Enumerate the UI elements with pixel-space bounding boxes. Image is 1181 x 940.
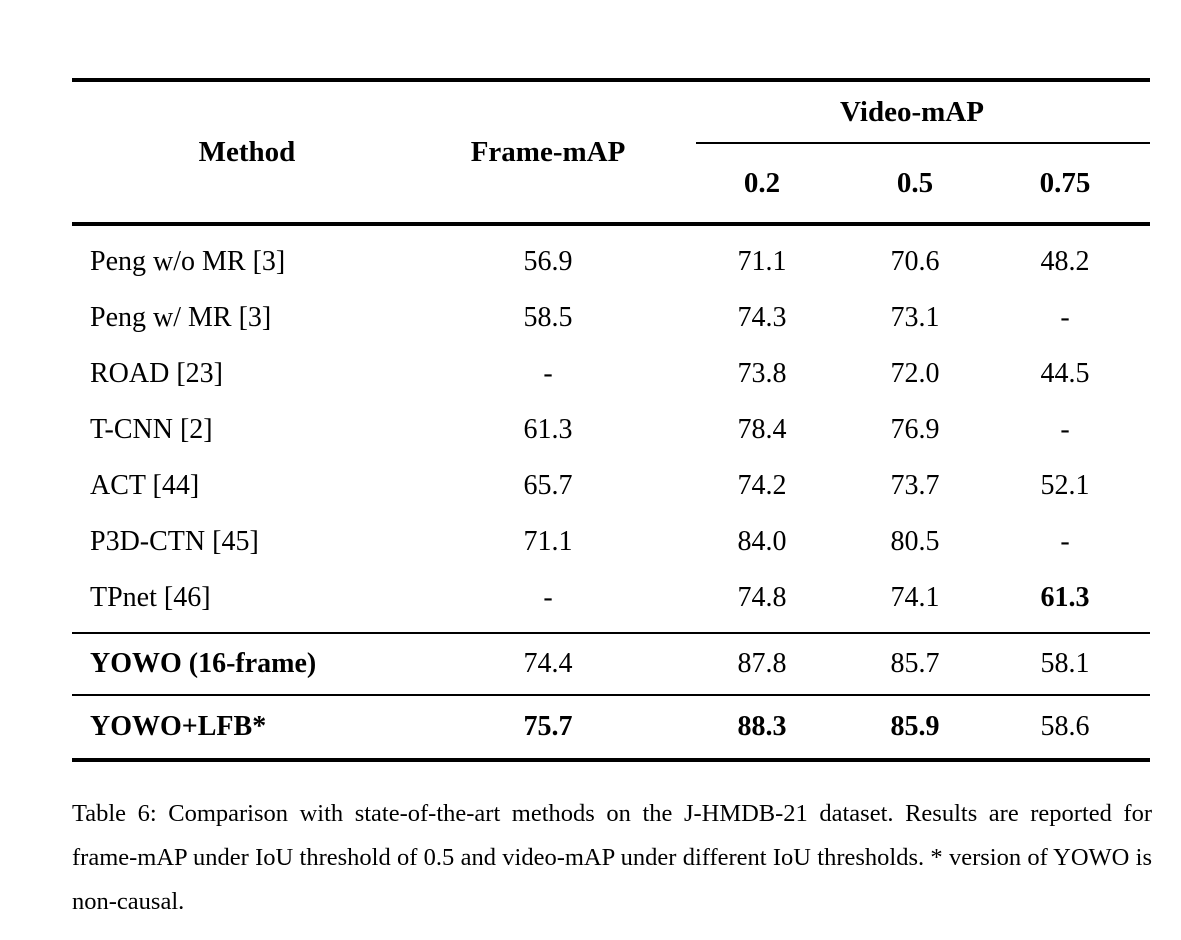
value-cell: 61.3	[523, 414, 573, 445]
group-divider-rule-2	[72, 694, 1150, 696]
value-cell: 74.1	[890, 582, 940, 613]
value-cell: 74.3	[737, 302, 787, 333]
method-cell: TPnet [46]	[90, 582, 211, 613]
value-cell: 58.6	[1040, 711, 1090, 742]
method-cell: ROAD [23]	[90, 358, 223, 389]
table-body-yowo-lfb: YOWO+LFB* 75.7 88.3 85.9 58.6	[72, 696, 1150, 758]
video-map-header-group: Video-mAP 0.2 0.5 0.75	[674, 82, 1150, 222]
value-cell: 74.4	[523, 648, 573, 679]
value-cell: 72.0	[890, 358, 940, 389]
frame-map-column-header: Frame-mAP	[470, 135, 626, 168]
value-cell: 74.8	[737, 582, 787, 613]
method-cell: P3D-CTN [45]	[90, 526, 259, 557]
method-cell: Peng w/ MR [3]	[90, 302, 272, 333]
value-cell: 71.1	[523, 526, 573, 557]
group-divider-rule-1	[72, 632, 1150, 634]
value-cell: 61.3	[1040, 582, 1090, 613]
method-cell: YOWO+LFB*	[90, 711, 267, 742]
threshold-header-075: 0.75	[1039, 166, 1091, 199]
method-cell: Peng w/o MR [3]	[90, 246, 286, 277]
value-cell: 58.1	[1040, 648, 1090, 679]
value-cell: 85.7	[890, 648, 940, 679]
table-top-rule	[72, 78, 1150, 82]
table-caption: Table 6: Comparison with state-of-the-ar…	[72, 792, 1152, 924]
value-cell: 65.7	[523, 470, 573, 501]
value-cell: 56.9	[523, 246, 573, 277]
value-cell: 78.4	[737, 414, 787, 445]
video-map-underline-rule	[696, 142, 1150, 144]
video-map-column-header: Video-mAP	[840, 95, 984, 128]
table-header: Method Frame-mAP Video-mAP 0.2 0.5 0.75	[72, 82, 1150, 222]
value-cell: 80.5	[890, 526, 940, 557]
value-cell: 74.2	[737, 470, 787, 501]
value-cell: 73.8	[737, 358, 787, 389]
value-cell: 75.7	[523, 711, 573, 742]
value-cell: 88.3	[737, 711, 787, 742]
threshold-header-02: 0.2	[743, 166, 781, 199]
value-cell: -	[1060, 414, 1070, 445]
iou-threshold-subheader-row: 0.2 0.5 0.75	[674, 144, 1150, 222]
value-cell: -	[543, 582, 553, 613]
value-cell: 87.8	[737, 648, 787, 679]
value-cell: 71.1	[737, 246, 787, 277]
method-column-header: Method	[198, 135, 296, 168]
caption-label: Table 6:	[72, 800, 157, 827]
table-body-yowo: YOWO (16-frame) 74.4 87.8 85.7 58.1	[72, 634, 1150, 694]
value-cell: 73.7	[890, 470, 940, 501]
value-cell: 73.1	[890, 302, 940, 333]
threshold-header-05: 0.5	[896, 166, 934, 199]
value-cell: 52.1	[1040, 470, 1090, 501]
value-cell: 76.9	[890, 414, 940, 445]
header-bottom-rule	[72, 222, 1150, 226]
value-cell: 44.5	[1040, 358, 1090, 389]
method-cell: T-CNN [2]	[90, 414, 213, 445]
value-cell: -	[1060, 302, 1070, 333]
value-cell: 84.0	[737, 526, 787, 557]
table-body-sota: Peng w/o MR [3] 56.9 71.1 70.6 48.2 Peng w/ M…	[72, 226, 1150, 632]
method-cell: YOWO (16-frame)	[90, 648, 317, 679]
method-cell: ACT [44]	[90, 470, 200, 501]
table-bottom-rule	[72, 758, 1150, 762]
value-cell: 70.6	[890, 246, 940, 277]
value-cell: -	[543, 358, 553, 389]
value-cell: -	[1060, 526, 1070, 557]
value-cell: 48.2	[1040, 246, 1090, 277]
value-cell: 58.5	[523, 302, 573, 333]
results-table: Method Frame-mAP Video-mAP 0.2 0.5 0.75 …	[72, 78, 1150, 762]
caption-body: Comparison with state-of-the-art methods…	[72, 800, 1153, 915]
value-cell: 85.9	[890, 711, 940, 742]
